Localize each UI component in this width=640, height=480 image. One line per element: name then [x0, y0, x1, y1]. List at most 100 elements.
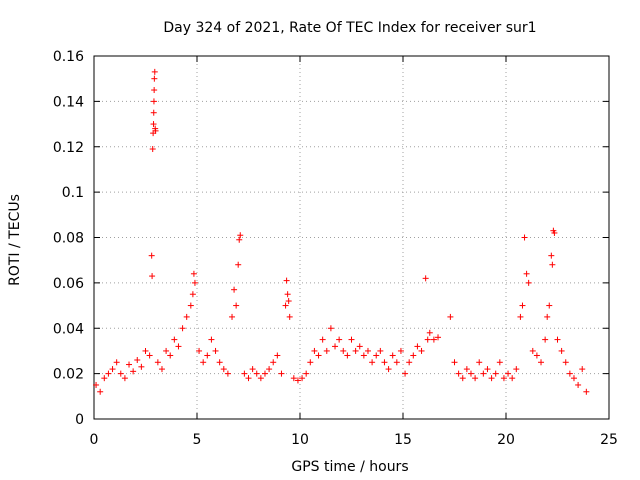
data-point [340, 347, 347, 354]
data-point [397, 347, 404, 354]
data-point [332, 343, 339, 350]
x-tick-label: 0 [90, 432, 99, 448]
data-point [549, 261, 556, 268]
x-tick-label: 5 [193, 432, 202, 448]
data-point [151, 75, 158, 82]
data-point [426, 329, 433, 336]
data-point [274, 352, 281, 359]
data-point [151, 68, 158, 75]
data-point [377, 347, 384, 354]
data-point [187, 302, 194, 309]
data-point [476, 359, 483, 366]
data-point [208, 336, 215, 343]
data-point [492, 370, 499, 377]
data-point [101, 375, 108, 382]
data-point [231, 286, 238, 293]
data-point [121, 375, 128, 382]
data-points [93, 68, 590, 395]
data-point [212, 347, 219, 354]
data-point [171, 336, 178, 343]
data-point [163, 347, 170, 354]
data-point [323, 347, 330, 354]
data-point [150, 121, 157, 128]
data-point [418, 347, 425, 354]
data-point [200, 359, 207, 366]
chart-title: Day 324 of 2021, Rate Of TEC Index for r… [163, 20, 536, 36]
data-point [149, 273, 156, 280]
data-point [422, 275, 429, 282]
data-point [509, 375, 516, 382]
data-point [570, 375, 577, 382]
data-point [484, 366, 491, 373]
data-point [183, 313, 190, 320]
data-point [307, 359, 314, 366]
data-point [500, 375, 507, 382]
data-point [566, 370, 573, 377]
y-tick-label: 0.06 [53, 276, 84, 292]
plot-frame [93, 55, 610, 420]
x-tick-label: 25 [600, 432, 618, 448]
data-point [505, 370, 512, 377]
data-point [282, 302, 289, 309]
data-point [519, 302, 526, 309]
data-point [286, 313, 293, 320]
y-tick-label: 0.02 [53, 367, 84, 383]
data-point [266, 366, 273, 373]
data-point [558, 347, 565, 354]
data-point [299, 375, 306, 382]
y-tick-label: 0.1 [62, 185, 84, 201]
data-point [410, 352, 417, 359]
data-point [393, 359, 400, 366]
data-point [344, 352, 351, 359]
data-point [179, 325, 186, 332]
data-point [216, 359, 223, 366]
data-point [538, 359, 545, 366]
data-point [430, 336, 437, 343]
data-point [554, 336, 561, 343]
data-point [424, 336, 431, 343]
data-point [575, 381, 582, 388]
data-point [467, 370, 474, 377]
data-point [447, 313, 454, 320]
data-point [360, 352, 367, 359]
data-point [529, 347, 536, 354]
data-point [191, 279, 198, 286]
data-point [480, 370, 487, 377]
data-point [435, 334, 442, 341]
data-point [196, 347, 203, 354]
data-point [134, 357, 141, 364]
data-point [327, 325, 334, 332]
data-point [152, 127, 159, 134]
data-point [562, 359, 569, 366]
data-point [93, 381, 100, 388]
data-point [364, 347, 371, 354]
data-point [311, 347, 318, 354]
x-tick-label: 20 [497, 432, 515, 448]
data-point [154, 359, 161, 366]
x-tick-labels: 0 5 10 15 20 25 [90, 432, 618, 448]
data-point [151, 87, 158, 94]
data-point [150, 98, 157, 105]
data-point [278, 370, 285, 377]
data-point [236, 236, 243, 243]
data-point [523, 270, 530, 277]
data-point [284, 291, 291, 298]
data-point [113, 359, 120, 366]
data-point [381, 359, 388, 366]
data-point [533, 352, 540, 359]
data-point [290, 375, 297, 382]
y-tick-label: 0.04 [53, 321, 84, 337]
data-point [373, 352, 380, 359]
data-point [97, 388, 104, 395]
data-point [270, 359, 277, 366]
data-point [149, 146, 156, 153]
data-point [488, 375, 495, 382]
data-point [348, 336, 355, 343]
data-point [369, 359, 376, 366]
data-point [117, 370, 124, 377]
data-point [579, 366, 586, 373]
data-point [389, 352, 396, 359]
data-point [303, 370, 310, 377]
data-point [517, 313, 524, 320]
